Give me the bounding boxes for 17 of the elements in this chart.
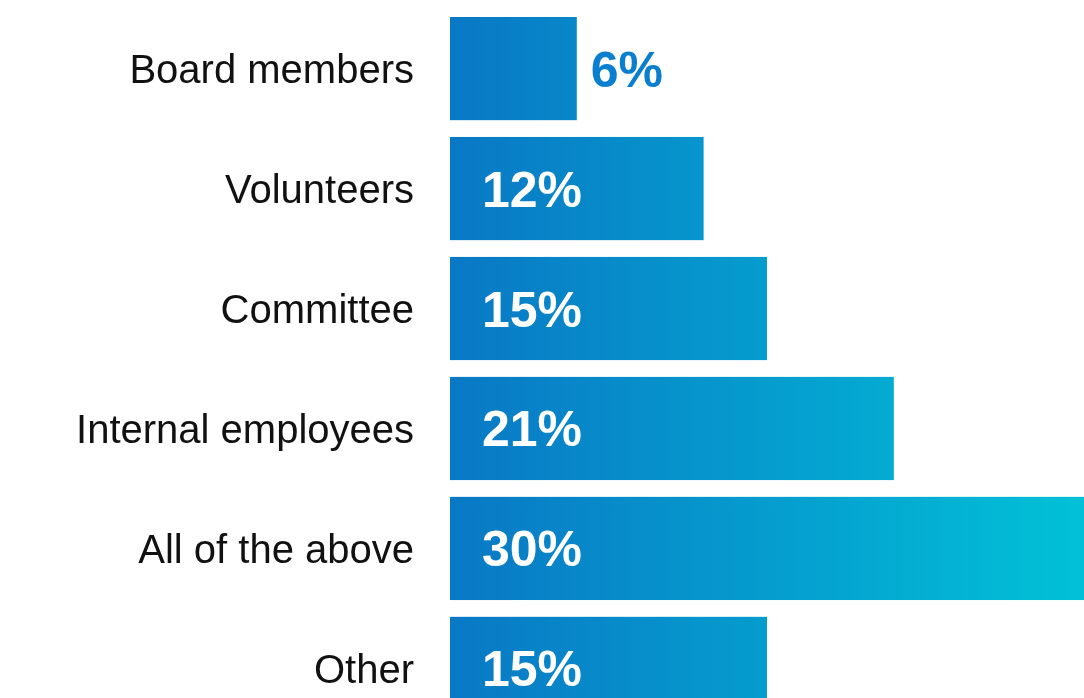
data-label: 15% — [482, 641, 583, 698]
y-tick-label: Internal employees — [76, 406, 414, 451]
y-tick-label: Board members — [129, 46, 414, 91]
data-label: 21% — [482, 401, 583, 458]
y-tick-label: All of the above — [138, 526, 414, 571]
bar — [450, 136, 704, 241]
y-tick-label: Committee — [220, 286, 414, 331]
bar — [450, 376, 894, 481]
bar — [450, 256, 767, 361]
data-label: 12% — [482, 161, 583, 218]
y-tick-label: Other — [313, 646, 414, 691]
bar — [450, 17, 577, 121]
data-label: 30% — [482, 521, 583, 578]
data-label: 15% — [482, 281, 583, 338]
y-tick-label: Volunteers — [224, 166, 414, 211]
bar — [450, 496, 1084, 601]
data-label: 6% — [590, 41, 664, 98]
